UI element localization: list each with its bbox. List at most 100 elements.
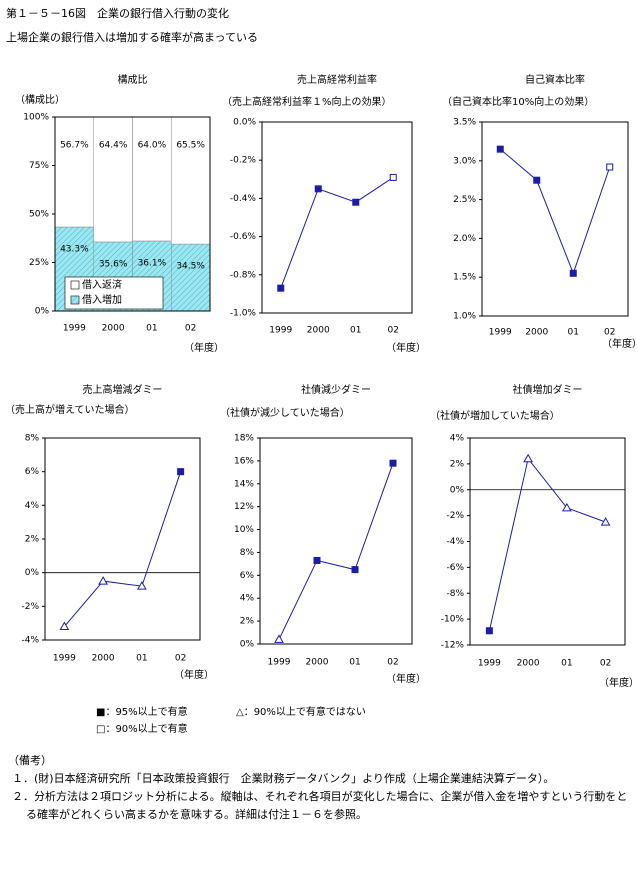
chart-title: 社債増加ダミー <box>513 383 583 396</box>
plot-frame <box>481 121 629 317</box>
y-tick-label: 12% <box>234 502 254 512</box>
y-tick-label: -10% <box>441 615 465 625</box>
marker <box>59 621 70 631</box>
plot-frame <box>261 121 413 314</box>
bar-segment <box>171 116 211 245</box>
x-tick-label: 02 <box>388 326 399 336</box>
x-tick-label: 02 <box>604 328 615 338</box>
bar-segment <box>132 116 172 242</box>
x-tick-label: 2000 <box>517 659 540 669</box>
marker <box>600 517 611 526</box>
x-tick-label: 1999 <box>63 324 86 334</box>
note-item: １．(財)日本経済研究所「日本政策投資銀行 企業財務データバンク」より作成（上場… <box>12 772 555 785</box>
marker <box>389 173 397 181</box>
y-tick-label: 16% <box>234 456 254 466</box>
y-tick-label: 75% <box>29 161 49 171</box>
x-tick-label: 1999 <box>268 658 291 668</box>
y-tick-label: 8% <box>25 434 40 444</box>
y-tick-label: 2.0% <box>453 234 476 244</box>
marker <box>277 284 285 292</box>
y-tick-label: -12% <box>441 641 465 651</box>
line <box>488 457 606 631</box>
value-label: 65.5% <box>176 141 205 151</box>
marker <box>137 581 147 590</box>
y-tick-label: 3.0% <box>453 156 476 166</box>
y-tick-label: 4% <box>450 434 465 444</box>
chart-title: 売上高経常利益率 <box>297 73 377 86</box>
marker <box>523 453 533 463</box>
legend-note: □：90%以上で有意 <box>96 722 188 735</box>
y-axis-label: （売上高が増えていた場合） <box>5 403 135 416</box>
marker <box>352 198 360 206</box>
x-tick-label: 2000 <box>306 658 329 668</box>
x-tick-label: 02 <box>387 658 398 668</box>
x-tick-label: 01 <box>561 659 572 669</box>
value-label: 43.3% <box>60 244 89 254</box>
plot-frame <box>54 116 211 312</box>
y-tick-label: 4% <box>240 594 255 604</box>
y-tick-label: -0.2% <box>230 156 257 166</box>
y-tick-label: 50% <box>29 210 49 220</box>
x-axis-label: （年度） <box>386 672 426 685</box>
y-tick-label: 3.5% <box>453 118 476 128</box>
legend-label: 借入増加 <box>82 293 122 306</box>
y-tick-label: -1.0% <box>230 309 257 319</box>
y-axis-label: （社債が減少していた場合） <box>220 406 350 419</box>
plot-frame <box>44 437 201 641</box>
chart-title: 自己資本比率 <box>525 73 585 86</box>
marker <box>485 627 493 635</box>
y-tick-label: 18% <box>234 434 254 444</box>
line <box>63 471 182 627</box>
value-label: 56.7% <box>60 141 89 151</box>
x-tick-label: 01 <box>349 658 360 668</box>
x-tick-label: 02 <box>185 324 196 334</box>
note-item: ２．分析方法は２項ロジット分析による。縦軸は、それぞれ各項目が変化した場合に、企… <box>12 790 628 821</box>
figure-title: 第１－５－16図 企業の銀行借入行動の変化 <box>6 6 229 20</box>
chart-title: 社債減少ダミー <box>301 383 371 396</box>
y-axis-label: （自己資本比率10%向上の効果） <box>442 95 594 108</box>
marker <box>562 502 572 512</box>
x-tick-label: 2000 <box>102 324 125 334</box>
notes: （備考） １．(財)日本経済研究所「日本政策投資銀行 企業財務データバンク」より… <box>8 752 630 824</box>
marker <box>569 269 577 277</box>
legend-swatch <box>70 280 80 290</box>
y-tick-label: 6% <box>25 467 40 477</box>
marker <box>274 634 284 643</box>
y-tick-label: 0% <box>35 307 50 317</box>
y-tick-label: -4% <box>21 636 39 646</box>
figure-subtitle: 上場企業の銀行借入は増加する確率が高まっている <box>6 30 258 44</box>
y-tick-label: -2% <box>446 511 464 521</box>
legend-note: △：90%以上で有意ではない <box>236 705 366 718</box>
x-tick-label: 01 <box>568 328 579 338</box>
marker <box>177 468 185 476</box>
value-label: 34.5% <box>176 262 205 272</box>
notes-heading: （備考） <box>8 754 52 767</box>
x-axis-label: （年度） <box>184 341 224 354</box>
legend-hatch <box>71 296 79 304</box>
y-axis-label: （社債が増加していた場合） <box>430 409 560 422</box>
marker <box>606 163 614 171</box>
marker <box>389 459 397 467</box>
line <box>280 176 394 289</box>
marker <box>98 576 108 585</box>
line <box>499 148 611 275</box>
x-axis-label: （年度） <box>602 337 637 350</box>
bar-segment <box>93 116 133 243</box>
y-tick-label: -0.6% <box>230 232 257 242</box>
line <box>278 463 394 640</box>
value-label: 35.6% <box>99 259 128 269</box>
x-tick-label: 1999 <box>478 659 501 669</box>
y-tick-label: 2% <box>240 617 255 627</box>
marker <box>351 566 359 574</box>
y-tick-label: -2% <box>21 602 39 612</box>
marker <box>533 176 541 184</box>
legend-note: ■：95%以上で有意 <box>96 705 188 718</box>
x-tick-label: 02 <box>175 654 186 664</box>
chart-title: 売上高増減ダミー <box>83 383 163 396</box>
value-label: 36.1% <box>138 258 167 268</box>
y-tick-label: 0% <box>25 568 40 578</box>
value-label: 64.4% <box>99 141 128 151</box>
marker <box>314 185 322 193</box>
y-tick-label: 2% <box>450 459 465 469</box>
plot-frame <box>259 437 413 645</box>
